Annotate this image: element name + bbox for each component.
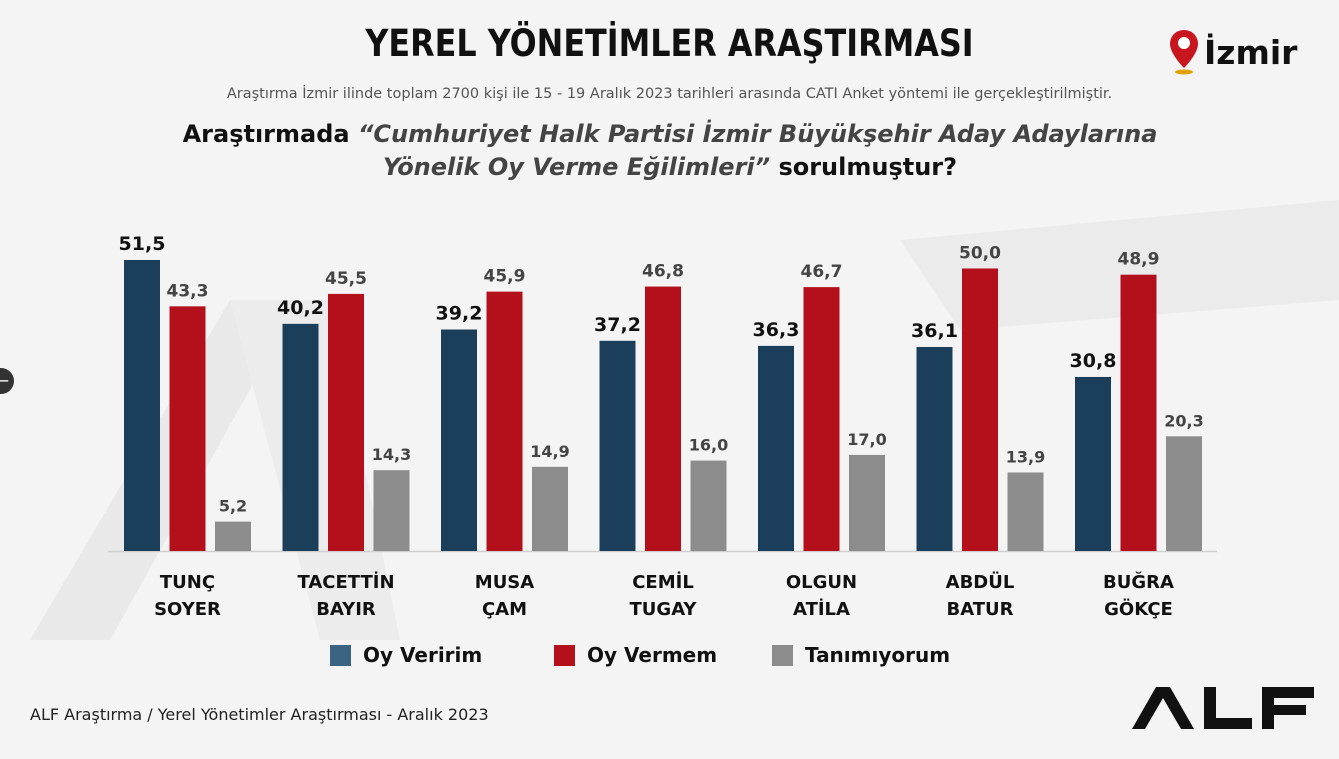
- category-label: MUSA: [475, 572, 534, 593]
- data-label: 13,9: [1006, 447, 1045, 466]
- question-italic: “Cumhuriyet Halk Partisi İzmir Büyükşehi…: [357, 120, 1158, 181]
- legend-label: Oy Vermem: [587, 643, 718, 667]
- category-label: GÖKÇE: [1104, 598, 1173, 620]
- data-label: 43,3: [167, 281, 209, 301]
- bar: [758, 345, 794, 551]
- data-label: 46,7: [801, 262, 843, 282]
- bar: [690, 460, 727, 551]
- legend-swatch: [330, 644, 351, 666]
- city-name: İzmir: [1204, 32, 1298, 72]
- data-label: 45,9: [484, 267, 526, 287]
- category-label: BAYIR: [316, 599, 376, 620]
- side-collapse-button[interactable]: −: [0, 368, 14, 394]
- data-label: 14,3: [372, 445, 411, 464]
- data-label: 45,5: [325, 269, 367, 289]
- bar: [282, 323, 319, 551]
- bar: [849, 454, 885, 551]
- footer-source: ALF Araştırma / Yerel Yönetimler Araştır…: [30, 705, 489, 724]
- data-label: 46,8: [642, 262, 684, 282]
- legend-label: Tanımıyorum: [805, 643, 951, 667]
- bar: [373, 470, 410, 551]
- legend-label: Oy Veririm: [363, 643, 483, 667]
- data-label: 36,1: [911, 320, 958, 342]
- category-label: BUĞRA: [1103, 571, 1174, 593]
- bar: [803, 287, 840, 551]
- bar: [1007, 472, 1044, 551]
- bar: [599, 340, 636, 551]
- category-label: CEMİL: [632, 571, 694, 593]
- data-label: 48,9: [1118, 250, 1160, 270]
- legend-swatch: [772, 644, 793, 666]
- bar: [124, 260, 160, 551]
- data-label: 16,0: [689, 436, 728, 455]
- data-label: 40,2: [277, 297, 324, 319]
- data-label: 51,5: [119, 233, 166, 255]
- question-prefix: Araştırmada: [182, 120, 358, 148]
- category-label: SOYER: [154, 599, 221, 620]
- bar: [532, 466, 568, 551]
- bar: [916, 347, 953, 551]
- question-suffix: sorulmuştur?: [770, 153, 958, 181]
- alf-logo: [1132, 687, 1314, 729]
- category-label: ATİLA: [793, 598, 850, 620]
- bar: [215, 521, 251, 551]
- data-label: 20,3: [1164, 411, 1203, 430]
- category-label: ABDÜL: [946, 571, 1015, 593]
- data-label: 36,3: [753, 319, 800, 341]
- survey-subtitle: Araştırma İzmir ilinde toplam 2700 kişi …: [226, 86, 1113, 102]
- legend-item-oy-veririm: Oy Veririm: [330, 643, 482, 667]
- bar: [1075, 376, 1111, 551]
- bar: [441, 329, 477, 551]
- bar: [1166, 436, 1202, 551]
- category-label: TACETTİN: [297, 571, 394, 593]
- bar: [169, 306, 206, 551]
- category-label: OLGUN: [786, 572, 857, 593]
- page-title: YEREL YÖNETİMLER ARAŞTIRMASI: [365, 22, 974, 65]
- category-label: TUGAY: [630, 599, 698, 620]
- bar: [645, 286, 681, 551]
- data-label: 39,2: [436, 303, 483, 325]
- data-label: 50,0: [959, 243, 1001, 263]
- map-pin-icon: [1170, 30, 1198, 75]
- data-label: 14,9: [530, 442, 569, 461]
- data-label: 37,2: [594, 314, 641, 336]
- data-label: 17,0: [847, 430, 886, 449]
- category-label: TUNÇ: [160, 572, 215, 593]
- city-badge: İzmir: [1168, 28, 1297, 76]
- category-label: ÇAM: [482, 599, 527, 620]
- legend-item-tanimiyorum: Tanımıyorum: [772, 643, 950, 667]
- bar: [962, 268, 998, 551]
- category-label: BATUR: [946, 599, 1013, 620]
- legend-swatch: [554, 644, 575, 666]
- bar: [1120, 274, 1157, 551]
- bar: [486, 291, 523, 551]
- data-label: 5,2: [219, 497, 247, 516]
- data-label: 30,8: [1070, 350, 1117, 372]
- legend-item-oy-vermem: Oy Vermem: [554, 643, 717, 667]
- bar: [328, 293, 364, 551]
- survey-question: Araştırmada “Cumhuriyet Halk Partisi İzm…: [170, 118, 1170, 184]
